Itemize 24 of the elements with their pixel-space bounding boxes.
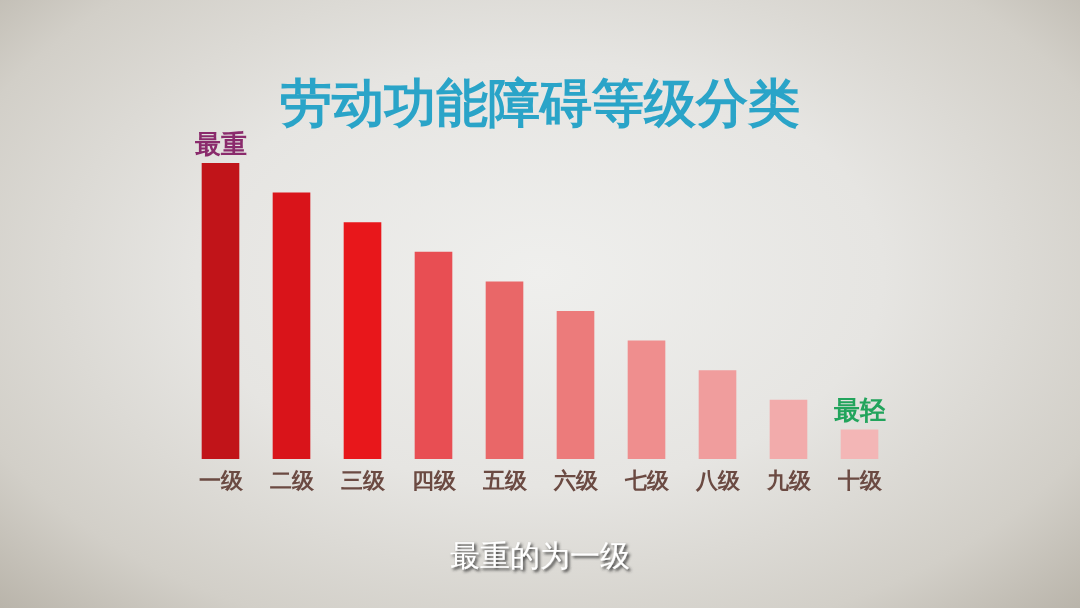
bar — [272, 192, 311, 459]
x-tick-label: 四级 — [411, 467, 457, 493]
x-tick-label: 五级 — [481, 467, 528, 493]
bar — [556, 311, 595, 459]
x-tick-label: 二级 — [269, 467, 315, 493]
bar — [343, 222, 382, 459]
x-tick-label: 九级 — [765, 467, 812, 493]
chart-title: 劳动功能障碍等级分类 — [280, 73, 800, 133]
bar — [627, 340, 666, 459]
annotation: 最轻 — [832, 395, 886, 426]
bar — [485, 281, 524, 459]
text: 最重的为一级 — [450, 537, 630, 573]
bar — [769, 399, 808, 459]
bar — [698, 370, 737, 459]
x-tick-label: 六级 — [552, 467, 599, 493]
x-tick-label: 三级 — [340, 467, 386, 493]
x-tick-label: 七级 — [623, 467, 670, 493]
bar — [840, 429, 879, 459]
annotation: 最重 — [193, 129, 247, 159]
x-tick-label: 一级 — [198, 467, 244, 493]
bar — [201, 163, 240, 459]
x-tick-label: 八级 — [694, 467, 741, 493]
bar — [414, 251, 453, 459]
x-tick-label: 十级 — [836, 467, 883, 493]
